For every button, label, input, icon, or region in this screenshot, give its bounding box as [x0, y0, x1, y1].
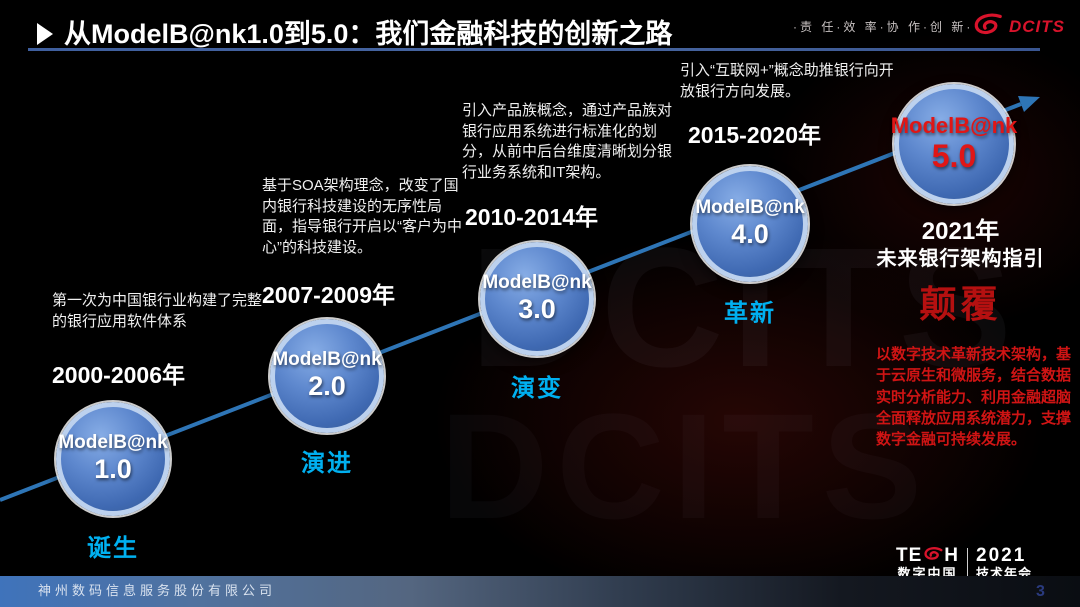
milestone-5-subtitle: 未来银行架构指引: [876, 248, 1045, 270]
milestone-4-stage-label: 革新: [724, 300, 776, 327]
milestone-4-product-name: ModelB@nk: [695, 197, 805, 219]
tech-china-2021-logo: TE H 数字中国 2021 技术年会: [896, 546, 1032, 580]
milestone-2-product-name: ModelB@nk: [272, 349, 382, 371]
company-name: 神州数码信息服务股份有限公司: [38, 583, 277, 598]
company-slogan: ·责 任·效 率·协 作·创 新·: [793, 20, 974, 34]
milestone-2-sphere: ModelB@nk 2.0: [270, 319, 384, 433]
milestone-3-years: 2010-2014年: [465, 204, 598, 230]
milestone-5-description: 以数字技术革新技术架构，基于云原生和微服务，结合数据实时分析能力、利用金融超脑全…: [876, 346, 1072, 449]
milestone-3-product-name: ModelB@nk: [482, 272, 592, 294]
milestone-5-stage-label: 颠覆: [919, 284, 1002, 325]
milestone-5-year: 2021年: [921, 218, 1000, 245]
tech-logo-year: 2021: [976, 545, 1027, 566]
milestone-5-product-name: ModelB@nk: [890, 112, 1018, 138]
title-underline: [28, 48, 1040, 51]
tech-swirl-icon: [923, 546, 943, 565]
page-number: 3: [1036, 583, 1045, 600]
milestone-4-years: 2015-2020年: [688, 122, 821, 148]
milestone-5-sphere: ModelB@nk 5.0: [891, 84, 1017, 204]
milestone-1-sphere: ModelB@nk 1.0: [56, 402, 170, 516]
milestone-3-version: 3.0: [518, 293, 556, 324]
footer-bar: [0, 576, 1080, 607]
milestone-4-description: 引入“互联网+”概念助推银行向开放银行方向发展。: [680, 62, 894, 100]
milestone-1-version: 1.0: [94, 453, 132, 484]
milestone-3-sphere: ModelB@nk 3.0: [480, 242, 594, 356]
title-bullet-icon: [37, 23, 53, 45]
milestone-3-stage-label: 演变: [511, 375, 563, 402]
dcits-logo: DCITS: [972, 12, 1065, 41]
tech-logo-te: TE: [896, 545, 923, 566]
milestone-2-version: 2.0: [308, 370, 346, 401]
tech-logo-h: H: [944, 545, 960, 566]
milestone-1-description: 第一次为中国银行业构建了完整的银行应用软件体系: [52, 292, 263, 330]
milestone-1-stage-label: 诞生: [87, 535, 139, 562]
milestone-3-description: 引入产品族概念，通过产品族对银行应用系统进行标准化的划分，从前中后台维度清晰划分…: [462, 102, 673, 182]
milestone-2-description: 基于SOA架构理念，改变了国内银行科技建设的无序性局面，指导银行开启以“客户为中…: [262, 177, 462, 257]
dcits-swirl-icon: [972, 12, 1004, 41]
milestone-2-years: 2007-2009年: [262, 282, 395, 308]
milestone-1-years: 2000-2006年: [52, 362, 185, 388]
milestone-2-stage-label: 演进: [301, 450, 353, 477]
page-title: 从ModelB@nk1.0到5.0：我们金融科技的创新之路: [64, 19, 673, 49]
tech-logo-divider: [967, 548, 969, 578]
milestone-1-product-name: ModelB@nk: [58, 432, 168, 454]
milestone-4-sphere: ModelB@nk 4.0: [692, 166, 808, 282]
milestone-5-version: 5.0: [931, 137, 977, 174]
milestone-4-version: 4.0: [731, 218, 769, 249]
dcits-logo-text: DCITS: [1009, 16, 1065, 36]
